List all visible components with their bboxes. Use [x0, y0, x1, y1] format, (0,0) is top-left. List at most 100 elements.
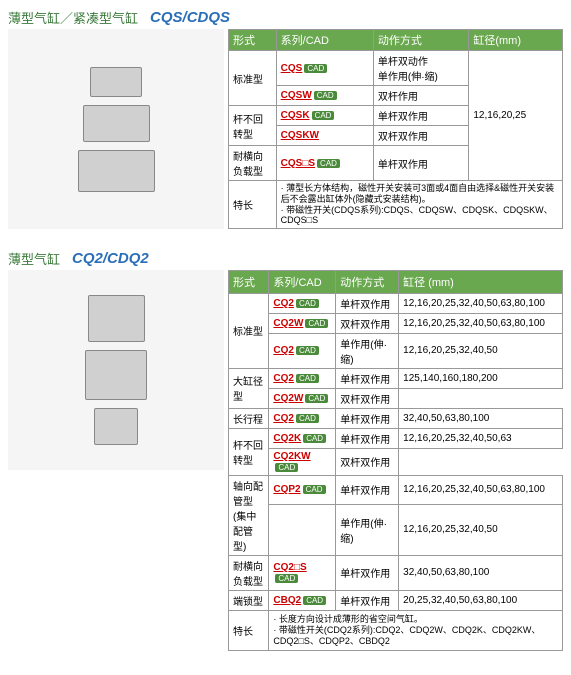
series-cell: CQ2WCAD: [269, 388, 336, 408]
cad-badge[interactable]: CAD: [296, 374, 319, 383]
form-cell: 长行程: [229, 408, 269, 428]
series-cell: CQSCAD: [276, 51, 373, 86]
model-link[interactable]: CQ2KW: [273, 451, 310, 462]
series-cell: CQSKW: [276, 126, 373, 146]
form-cell: 标准型: [229, 51, 277, 106]
cad-badge[interactable]: CAD: [296, 299, 319, 308]
model-link[interactable]: CQSKW: [281, 130, 319, 141]
action-cell: 单杆双作用: [373, 106, 468, 126]
form-cell: 大缸径型: [229, 368, 269, 408]
table-row: CQ2WCAD双杆双作用: [229, 388, 563, 408]
form-cell: 耐横向负载型: [229, 146, 277, 181]
model-link[interactable]: CQ2: [273, 345, 294, 356]
cad-badge[interactable]: CAD: [296, 414, 319, 423]
cad-badge[interactable]: CAD: [314, 91, 337, 100]
form-cell: 端锁型: [229, 590, 269, 610]
form-cell: 轴向配管型 (集中配管型): [229, 475, 269, 555]
th-series: 系列/CAD: [269, 271, 336, 293]
th-action: 动作方式: [336, 271, 399, 293]
model-link[interactable]: CQ2: [273, 298, 294, 309]
table-row: CQ2CAD单作用(伸·缩)12,16,20,25,32,40,50: [229, 333, 563, 368]
section-header: 薄型气缸／紧凑型气缸 CQS/CDQS: [8, 8, 563, 27]
section-title: 薄型气缸／紧凑型气缸: [8, 8, 138, 27]
th-series: 系列/CAD: [276, 30, 373, 51]
action-cell: 单杆双动作 单作用(伸·缩): [373, 51, 468, 86]
model-link[interactable]: CQ2: [273, 373, 294, 384]
cad-badge[interactable]: CAD: [317, 159, 340, 168]
section-header: 薄型气缸 CQ2/CDQ2: [8, 249, 563, 268]
bore-cell: 12,16,20,25,32,40,50,63,80,100: [399, 293, 563, 313]
cad-badge[interactable]: CAD: [303, 434, 326, 443]
model-link[interactable]: CQ2K: [273, 433, 301, 444]
table-row: 端锁型 CBQ2CAD 单杆双作用20,25,32,40,50,63,80,100: [229, 590, 563, 610]
series-cell: CQ2CAD: [269, 293, 336, 313]
cad-badge[interactable]: CAD: [305, 394, 328, 403]
cad-badge[interactable]: CAD: [275, 463, 298, 472]
table-row: CQ2WCAD双杆双作用12,16,20,25,32,40,50,63,80,1…: [229, 313, 563, 333]
cad-badge[interactable]: CAD: [303, 485, 326, 494]
cad-badge[interactable]: CAD: [312, 111, 335, 120]
section-model: CQS/CDQS: [150, 9, 230, 26]
action-cell: 双杆双作用: [336, 313, 399, 333]
bore-cell: 32,40,50,63,80,100: [399, 555, 563, 590]
section-cqs: 薄型气缸／紧凑型气缸 CQS/CDQS 形式 系列/CAD 动作方式 缸径(mm…: [8, 8, 563, 229]
series-cell: CQ2KWCAD: [269, 448, 336, 475]
action-cell: 单作用(伸·缩): [336, 333, 399, 368]
model-link[interactable]: CQ2W: [273, 393, 303, 404]
bore-cell: 32,40,50,63,80,100: [399, 408, 563, 428]
cad-badge[interactable]: CAD: [303, 596, 326, 605]
table-row: CQ2KWCAD双杆双作用: [229, 448, 563, 475]
table-row: 杆不回转型CQ2KCAD单杆双作用12,16,20,25,32,40,50,63: [229, 428, 563, 448]
series-cell: CQ2KCAD: [269, 428, 336, 448]
action-cell: 单杆双作用: [336, 555, 399, 590]
table-row: 耐横向负载型CQ2□SCAD单杆双作用32,40,50,63,80,100: [229, 555, 563, 590]
action-cell: 单杆双作用: [336, 368, 399, 388]
feature-text: · 长度方向设计成薄形的省空间气缸。 · 带磁性开关(CDQ2系列):CDQ2、…: [269, 610, 563, 650]
series-cell: CQSWCAD: [276, 86, 373, 106]
cad-badge[interactable]: CAD: [305, 319, 328, 328]
form-cell: 杆不回转型: [229, 106, 277, 146]
product-image: [8, 29, 224, 229]
th-bore: 缸径 (mm): [399, 271, 563, 293]
cad-badge[interactable]: CAD: [275, 574, 298, 583]
model-link[interactable]: CQSW: [281, 90, 312, 101]
model-link[interactable]: CQS□S: [281, 158, 315, 169]
bore-cell: 12,16,20,25,32,40,50,63: [399, 428, 563, 448]
action-cell: 单杆双作用: [336, 408, 399, 428]
bore-cell: 20,25,32,40,50,63,80,100: [399, 590, 563, 610]
action-cell: 双杆双作用: [373, 126, 468, 146]
bore-cell: 12,16,20,25: [469, 51, 563, 181]
cad-badge[interactable]: CAD: [296, 346, 319, 355]
model-link[interactable]: CQ2□S: [273, 562, 306, 573]
cad-badge[interactable]: CAD: [304, 64, 327, 73]
th-action: 动作方式: [373, 30, 468, 51]
action-cell: 单杆双作用: [336, 590, 399, 610]
feature-label: 特长: [229, 610, 269, 650]
model-link[interactable]: CBQ2: [273, 595, 301, 606]
bore-cell: 12,16,20,25,32,40,50,63,80,100: [399, 475, 563, 504]
table-row: 轴向配管型 (集中配管型)CQP2CAD单杆双作用12,16,20,25,32,…: [229, 475, 563, 504]
th-form: 形式: [229, 271, 269, 293]
bore-cell: 125,140,160,180,200: [399, 368, 563, 388]
th-bore: 缸径(mm): [469, 30, 563, 51]
th-form: 形式: [229, 30, 277, 51]
action-cell: 单杆双作用: [336, 293, 399, 313]
table-row: 大缸径型CQ2CAD单杆双作用125,140,160,180,200: [229, 368, 563, 388]
model-link[interactable]: CQP2: [273, 484, 300, 495]
series-cell: CQ2WCAD: [269, 313, 336, 333]
series-cell: CQ2CAD: [269, 368, 336, 388]
action-cell: 双杆双作用: [336, 388, 399, 408]
series-cell: CQS□SCAD: [276, 146, 373, 181]
bore-cell: 12,16,20,25,32,40,50,63,80,100: [399, 313, 563, 333]
spec-table-cqs: 形式 系列/CAD 动作方式 缸径(mm) 标准型CQSCAD单杆双动作 单作用…: [228, 29, 563, 229]
model-link[interactable]: CQ2W: [273, 318, 303, 329]
action-cell: 单杆双作用: [336, 428, 399, 448]
feature-text: · 薄型长方体结构，磁性开关安装可3面或4面自由选择&磁性开关安装后不会露出缸体…: [276, 181, 562, 229]
model-link[interactable]: CQS: [281, 63, 303, 74]
model-link[interactable]: CQ2: [273, 413, 294, 424]
form-cell: 标准型: [229, 293, 269, 368]
model-link[interactable]: CQSK: [281, 110, 310, 121]
series-cell: CQSKCAD: [276, 106, 373, 126]
action-cell: 双杆双作用: [336, 448, 399, 475]
action-cell: 单杆双作用: [373, 146, 468, 181]
